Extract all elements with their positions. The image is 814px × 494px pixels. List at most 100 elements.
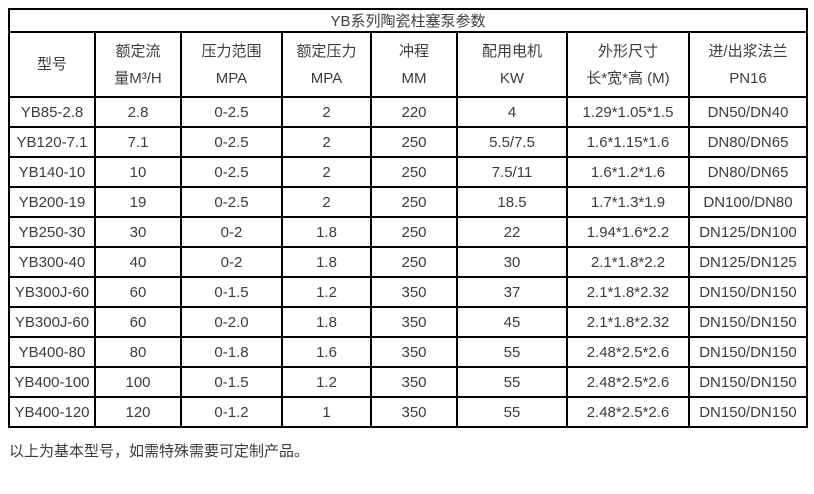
cell-dimensions_lwh_m: 1.6*1.15*1.6: [566, 126, 690, 158]
cell-rated_flow_m3h: 60: [94, 306, 182, 338]
table-title-row: YB系列陶瓷柱塞泵参数: [7, 8, 809, 33]
footer-note: 以上为基本型号，如需特殊需要可定制产品。: [9, 443, 310, 460]
cell-flange_pn16: DN80/DN65: [687, 126, 809, 158]
cell-pressure_range_mpa: 0-2: [180, 246, 283, 278]
cell-flange_pn16: DN125/DN125: [687, 246, 809, 278]
cell-rated_pressure_mpa: 1.6: [281, 336, 372, 368]
cell-pressure_range_mpa: 0-1.2: [180, 396, 283, 428]
cell-stroke_mm: 250: [370, 126, 458, 158]
cell-flange_pn16: DN150/DN150: [687, 306, 809, 338]
cell-dimensions_lwh_m: 2.1*1.8*2.32: [566, 276, 690, 308]
column-header-model: 型号: [8, 31, 96, 98]
cell-stroke_mm: 250: [370, 216, 458, 248]
cell-rated_pressure_mpa: 1.2: [281, 366, 372, 398]
cell-stroke_mm: 350: [370, 276, 458, 308]
column-header-line: 外形尺寸: [597, 42, 658, 60]
cell-rated_pressure_mpa: 1.8: [281, 216, 372, 248]
cell-model: YB400-100: [8, 366, 96, 398]
table-row: YB300-40 40 0-2 1.8 250 30 2.1*1.8*2.2 DN125/DN…: [8, 246, 809, 278]
cell-flange_pn16: DN150/DN150: [687, 336, 809, 368]
cell-rated_pressure_mpa: 2: [281, 96, 372, 128]
cell-flange_pn16: DN150/DN150: [687, 366, 809, 398]
cell-flange_pn16: DN80/DN65: [687, 156, 809, 188]
column-header-pressure_range_mpa: 压力范围 MPA: [180, 31, 283, 98]
cell-rated_pressure_mpa: 1: [281, 396, 372, 428]
pump-spec-table: YB系列陶瓷柱塞泵参数 型号 额定流 量M³/H 压力范围 MPA 额定压力 MPA 冲程 MM…: [7, 8, 809, 428]
column-header-stroke_mm: 冲程 MM: [370, 31, 458, 98]
cell-pressure_range_mpa: 0-1.5: [180, 276, 283, 308]
cell-model: YB140-10: [8, 156, 96, 188]
cell-motor_kw: 30: [456, 246, 568, 278]
column-header-line: 冲程: [398, 42, 429, 60]
cell-motor_kw: 45: [456, 306, 568, 338]
spec-table-body: YB85-2.8 2.8 0-2.5 2 220 4 1.29*1.05*1.5 DN50/D…: [8, 96, 809, 428]
cell-pressure_range_mpa: 0-2.5: [180, 96, 283, 128]
column-header-line: 型号: [36, 56, 67, 73]
cell-pressure_range_mpa: 0-2: [180, 216, 283, 248]
column-header-line: 进/出浆法兰: [708, 42, 788, 60]
column-header-motor_kw: 配用电机 KW: [456, 31, 568, 98]
column-header-line: MM: [401, 69, 427, 87]
column-header-flange_pn16: 进/出浆法兰 PN16: [687, 31, 809, 98]
cell-dimensions_lwh_m: 1.94*1.6*2.2: [566, 216, 690, 248]
cell-stroke_mm: 350: [370, 396, 458, 428]
table-row: YB400-120 120 0-1.2 1 350 55 2.48*2.5*2.6 DN150…: [8, 396, 809, 428]
cell-dimensions_lwh_m: 2.48*2.5*2.6: [566, 366, 690, 398]
cell-pressure_range_mpa: 0-2.5: [180, 186, 283, 218]
table-row: YB300J-60 60 0-2.0 1.8 350 45 2.1*1.8*2.32 DN15…: [8, 306, 809, 338]
column-header-line: 额定压力: [296, 42, 357, 60]
cell-rated_flow_m3h: 2.8: [94, 96, 182, 128]
cell-rated_flow_m3h: 7.1: [94, 126, 182, 158]
cell-model: YB400-120: [8, 396, 96, 428]
cell-rated_pressure_mpa: 1.8: [281, 306, 372, 338]
cell-flange_pn16: DN125/DN100: [687, 216, 809, 248]
column-header-line: 压力范围: [201, 42, 262, 60]
cell-stroke_mm: 250: [370, 246, 458, 278]
cell-model: YB120-7.1: [8, 126, 96, 158]
cell-model: YB300J-60: [8, 276, 96, 308]
cell-pressure_range_mpa: 0-1.5: [180, 366, 283, 398]
cell-motor_kw: 22: [456, 216, 568, 248]
table-row: YB300J-60 60 0-1.5 1.2 350 37 2.1*1.8*2.32 DN15…: [8, 276, 809, 308]
column-header-line: 额定流: [115, 42, 161, 60]
column-header-line: 配用电机: [481, 42, 542, 60]
cell-pressure_range_mpa: 0-2.5: [180, 156, 283, 188]
cell-motor_kw: 18.5: [456, 186, 568, 218]
column-header-rated_flow_m3h: 额定流 量M³/H: [94, 31, 182, 98]
cell-dimensions_lwh_m: 1.29*1.05*1.5: [566, 96, 690, 128]
column-header-dimensions_lwh_m: 外形尺寸长*宽*高 (M): [566, 31, 690, 98]
cell-stroke_mm: 250: [370, 156, 458, 188]
column-header-rated_pressure_mpa: 额定压力 MPA: [281, 31, 372, 98]
cell-rated_flow_m3h: 120: [94, 396, 182, 428]
cell-motor_kw: 55: [456, 336, 568, 368]
cell-model: YB300-40: [8, 246, 96, 278]
column-header-line: 长*宽*高 (M): [586, 69, 670, 87]
cell-rated_flow_m3h: 60: [94, 276, 182, 308]
cell-dimensions_lwh_m: 2.1*1.8*2.32: [566, 306, 690, 338]
table-row: YB140-10 10 0-2.5 2 250 7.5/11 1.6*1.2*1.6 DN80…: [8, 156, 809, 188]
cell-rated_flow_m3h: 19: [94, 186, 182, 218]
page: YB系列陶瓷柱塞泵参数 型号 额定流 量M³/H 压力范围 MPA 额定压力 MPA 冲程 MM…: [7, 8, 809, 460]
cell-pressure_range_mpa: 0-1.8: [180, 336, 283, 368]
cell-rated_pressure_mpa: 2: [281, 126, 372, 158]
cell-rated_pressure_mpa: 1.8: [281, 246, 372, 278]
cell-flange_pn16: DN150/DN150: [687, 396, 809, 428]
cell-flange_pn16: DN150/DN150: [687, 276, 809, 308]
cell-model: YB200-19: [8, 186, 96, 218]
cell-motor_kw: 55: [456, 366, 568, 398]
cell-model: YB400-80: [8, 336, 96, 368]
cell-model: YB300J-60: [8, 306, 96, 338]
cell-motor_kw: 55: [456, 396, 568, 428]
cell-flange_pn16: DN100/DN80: [687, 186, 809, 218]
cell-model: YB250-30: [8, 216, 96, 248]
column-header-line: PN16: [729, 69, 767, 87]
column-header-line: KW: [499, 69, 525, 87]
cell-rated_pressure_mpa: 1.2: [281, 276, 372, 308]
cell-rated_flow_m3h: 10: [94, 156, 182, 188]
cell-pressure_range_mpa: 0-2.0: [180, 306, 283, 338]
table-header-row: 型号 额定流 量M³/H 压力范围 MPA 额定压力 MPA 冲程 MM 配用电机 KW 外形尺寸长*…: [8, 31, 809, 98]
cell-rated_flow_m3h: 100: [94, 366, 182, 398]
cell-motor_kw: 37: [456, 276, 568, 308]
cell-stroke_mm: 250: [370, 186, 458, 218]
table-row: YB85-2.8 2.8 0-2.5 2 220 4 1.29*1.05*1.5 DN50/D…: [8, 96, 809, 128]
